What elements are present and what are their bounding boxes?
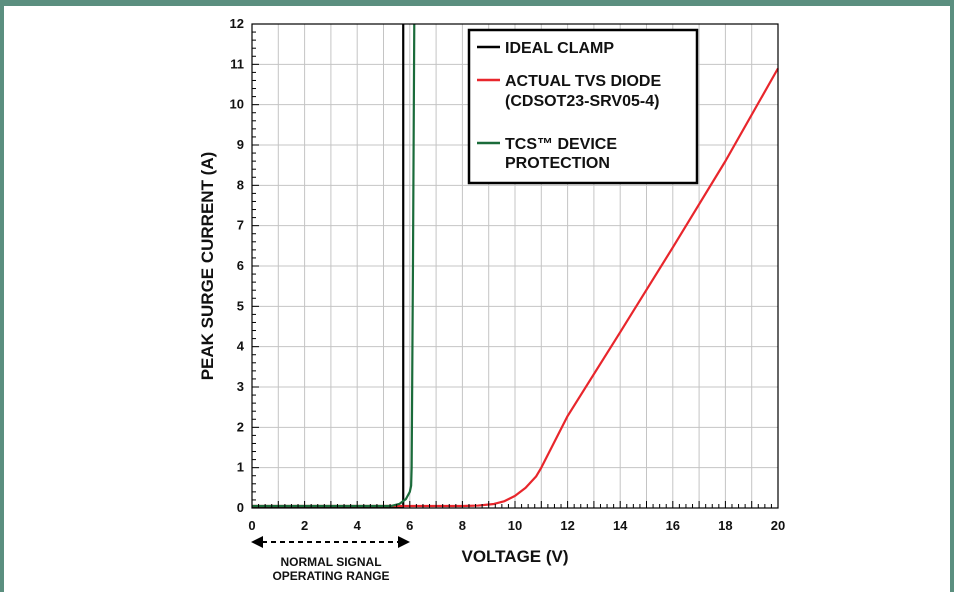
x-tick-label: 14 [613, 518, 628, 533]
y-tick-label: 11 [230, 56, 244, 71]
legend-label-tcs-device-line-1: TCS™ DEVICE [505, 136, 617, 153]
x-tick-label: 8 [459, 518, 466, 533]
annotation-line-1: NORMAL SIGNAL [280, 555, 381, 569]
y-tick-label: 6 [237, 258, 244, 273]
minor-ticks [251, 23, 779, 509]
x-tick-label: 0 [248, 518, 255, 533]
arrow-head-left [251, 536, 263, 548]
legend-label-ideal-clamp: IDEAL CLAMP [505, 40, 614, 57]
y-tick-label: 10 [230, 97, 244, 112]
y-tick-label: 4 [237, 339, 245, 354]
y-tick-label: 7 [237, 218, 244, 233]
y-tick-label: 0 [237, 500, 244, 515]
x-tick-label: 16 [666, 518, 680, 533]
x-tick-labels: 0 2 4 6 8 10 12 14 16 18 20 [248, 518, 785, 533]
legend-box [467, 28, 699, 185]
x-tick-label: 10 [508, 518, 522, 533]
legend: IDEAL CLAMP ACTUAL TVS DIODE (CDSOT23-SR… [467, 28, 699, 185]
y-tick-label: 12 [230, 16, 244, 31]
operating-range-annotation: NORMAL SIGNAL OPERATING RANGE [251, 536, 410, 583]
x-tick-label: 6 [406, 518, 413, 533]
series-line-1 [252, 67, 779, 508]
annotation-line-2: OPERATING RANGE [272, 569, 389, 583]
x-tick-label: 18 [718, 518, 732, 533]
x-tick-label: 2 [301, 518, 308, 533]
y-tick-label: 2 [237, 419, 244, 434]
x-tick-label: 20 [771, 518, 785, 533]
legend-label-tvs-diode-line-2: (CDSOT23-SRV05-4) [505, 93, 659, 110]
y-tick-label: 9 [237, 137, 244, 152]
x-tick-label: 4 [354, 518, 362, 533]
x-tick-label: 12 [560, 518, 574, 533]
y-tick-label: 3 [237, 379, 244, 394]
y-tick-label: 8 [237, 177, 244, 192]
y-tick-label: 1 [237, 460, 244, 475]
y-axis-title: PEAK SURGE CURRENT (A) [198, 152, 217, 381]
legend-label-tvs-diode-line-1: ACTUAL TVS DIODE [505, 73, 661, 90]
series-line-2 [252, 23, 416, 508]
legend-label-tcs-device-line-2: PROTECTION [505, 155, 610, 172]
arrow-head-right [398, 536, 410, 548]
x-axis-title: VOLTAGE (V) [461, 547, 568, 566]
y-tick-label: 5 [237, 298, 244, 313]
